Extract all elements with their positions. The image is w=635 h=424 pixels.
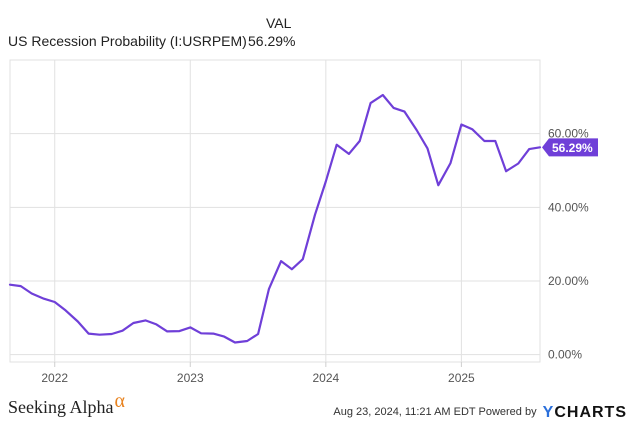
ycharts-logo: YCHARTS <box>543 404 627 421</box>
ycharts-text: CHARTS <box>554 404 627 421</box>
attribution: Aug 23, 2024, 11:21 AM EDT Powered by YC… <box>333 402 627 421</box>
series-line <box>8 93 542 344</box>
alpha-icon: α <box>114 390 125 412</box>
end-label-badge <box>542 138 598 157</box>
grid-layer <box>9 59 541 367</box>
legend-val-header: VAL <box>266 15 292 31</box>
ycharts-y-mark: Y <box>542 404 555 421</box>
x-tick-label: 2025 <box>448 371 475 385</box>
y-tick-labels: 0.00% 20.00% 40.00% 60.00% <box>548 127 589 362</box>
x-tick-label: 2024 <box>312 371 339 385</box>
legend-series-label: US Recession Probability (I:USRPEM) <box>8 33 247 49</box>
y-tick-label: 60.00% <box>548 127 589 141</box>
x-tick-label: 2022 <box>41 371 68 385</box>
seeking-alpha-logo: Seeking Alphaα <box>8 390 125 419</box>
timestamp-text: Aug 23, 2024, 11:21 AM EDT Powered by <box>333 406 537 418</box>
x-tick-label: 2023 <box>177 371 204 385</box>
logo-text: Seeking Alpha <box>8 397 114 417</box>
y-tick-label: 0.00% <box>548 348 582 362</box>
x-tick-labels: 2022 2023 2024 2025 <box>41 371 475 385</box>
y-tick-label: 40.00% <box>548 200 589 214</box>
end-label-text: 56.29% <box>552 141 593 155</box>
plot-frame <box>9 59 541 363</box>
end-value-label: 56.29% <box>542 138 598 157</box>
y-tick-label: 20.00% <box>548 274 589 288</box>
legend-series-value: 56.29% <box>248 33 296 49</box>
